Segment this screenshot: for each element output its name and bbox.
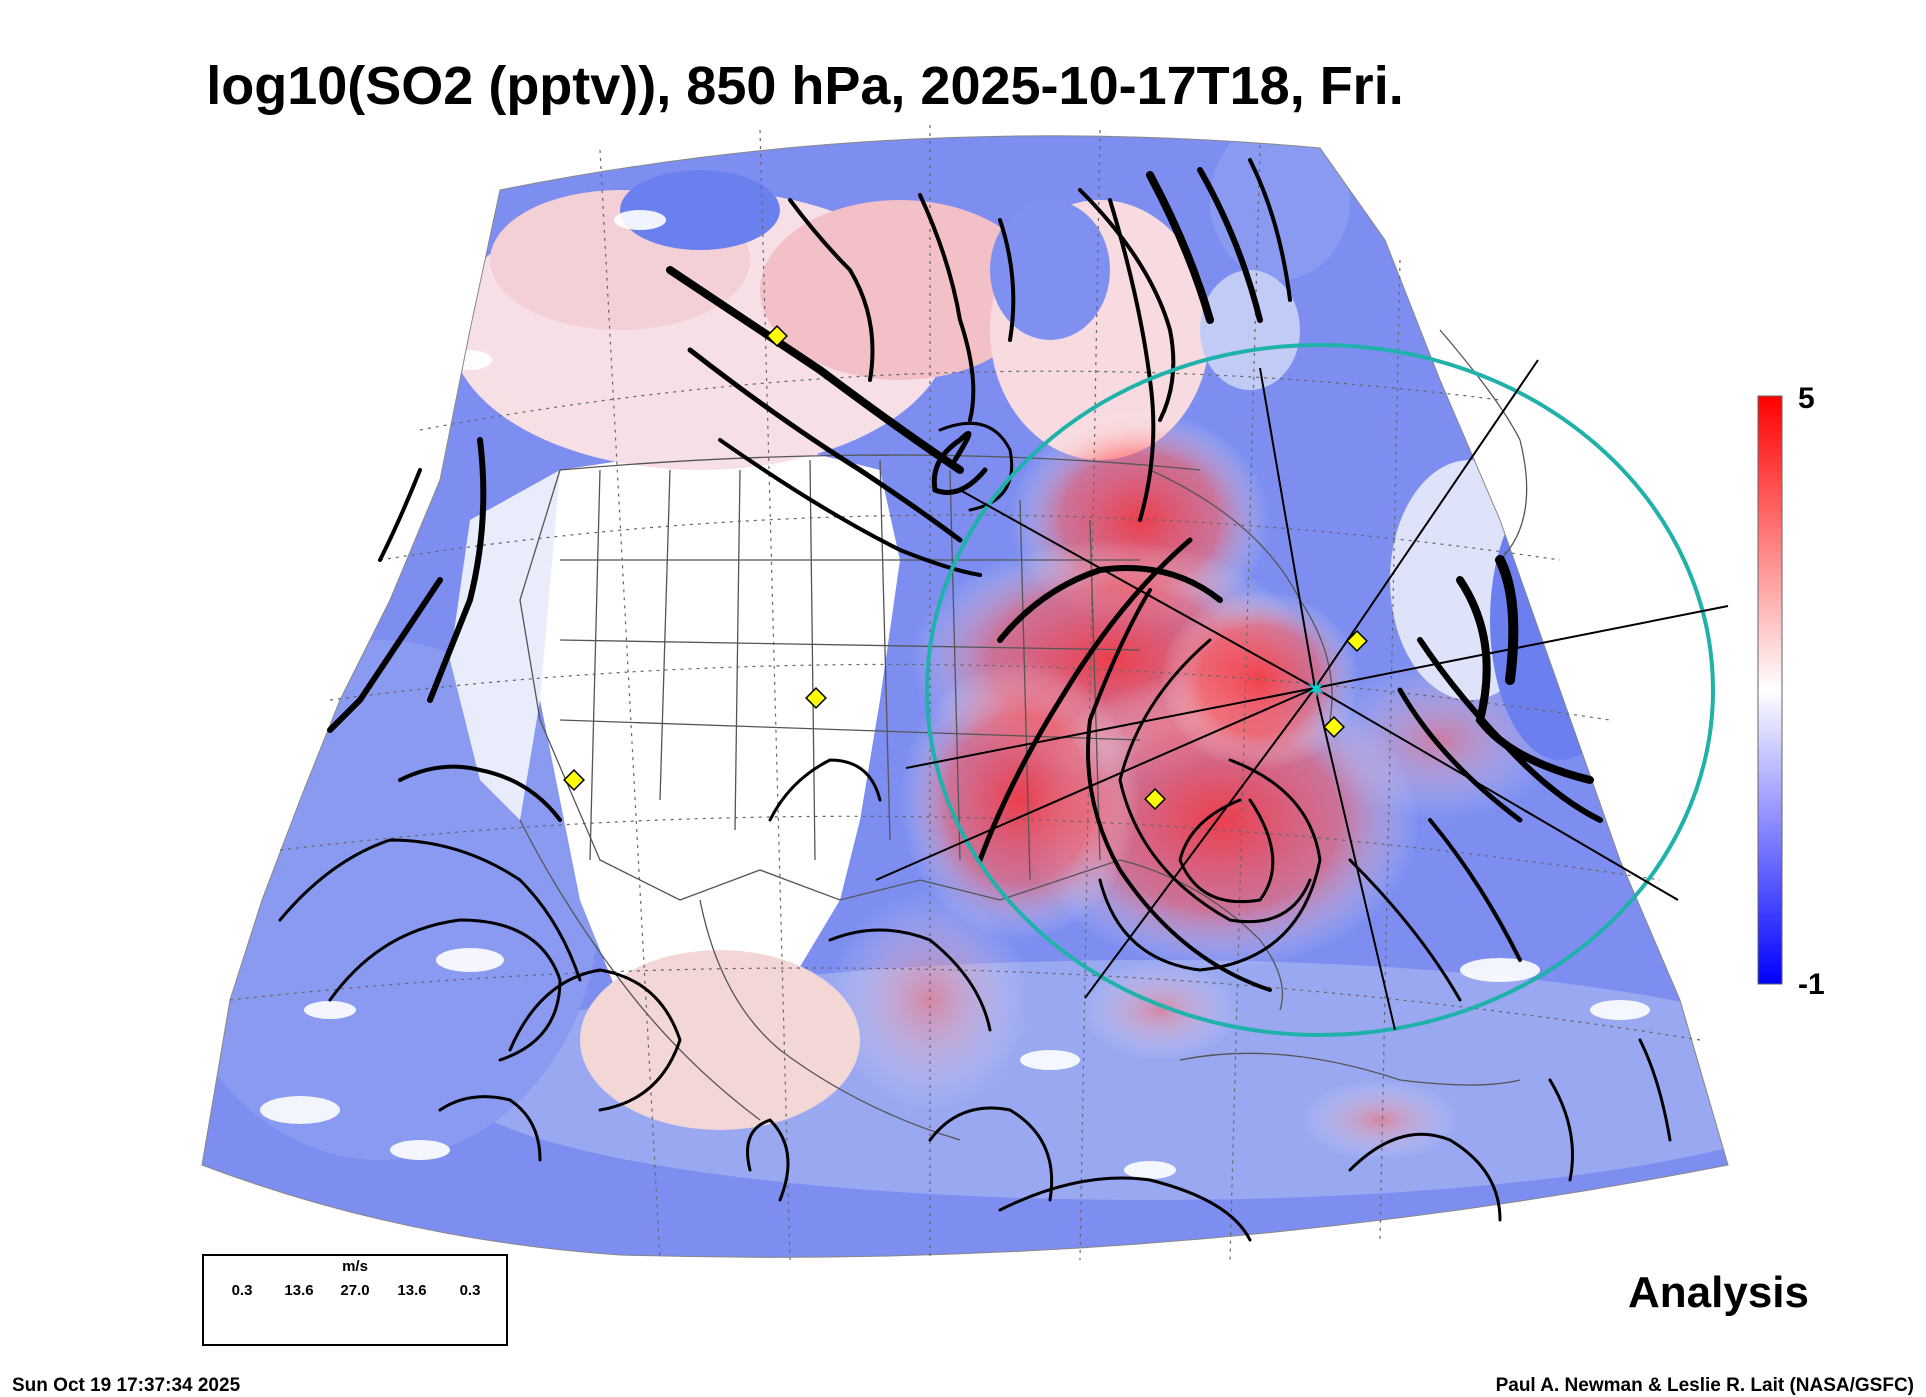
streamlines [278,158,1672,1242]
wind-speed-label: 27.0 [340,1282,370,1299]
wind-speed-label: 0.3 [459,1282,481,1299]
wind-speed-label: 13.6 [397,1282,427,1299]
colorbar-max-label: 5 [1798,382,1815,415]
colorbar [1757,395,1783,985]
map-title: log10(SO2 (pptv)), 850 hPa, 2025-10-17T1… [206,56,1404,116]
so2-field [202,135,1728,1258]
wind-legend: m/s 0.3 13.6 27.0 13.6 0.3 [202,1254,508,1346]
wind-speed-label: 0.3 [231,1282,253,1299]
colorbar-min-label: -1 [1798,968,1825,1001]
site-markers [563,325,1368,810]
radial-lines [875,359,1729,1031]
center-star-icon: ✶ [1305,674,1327,704]
map-boundary [201,135,1729,1258]
analysis-label: Analysis [1628,1268,1809,1317]
range-ring [925,343,1715,1037]
credit: Paul A. Newman & Leslie R. Lait (NASA/GS… [1495,1375,1914,1396]
wind-legend-unit: m/s [342,1258,368,1275]
timestamp: Sun Oct 19 17:37:34 2025 [12,1375,241,1396]
wind-speed-label: 13.6 [284,1282,314,1299]
